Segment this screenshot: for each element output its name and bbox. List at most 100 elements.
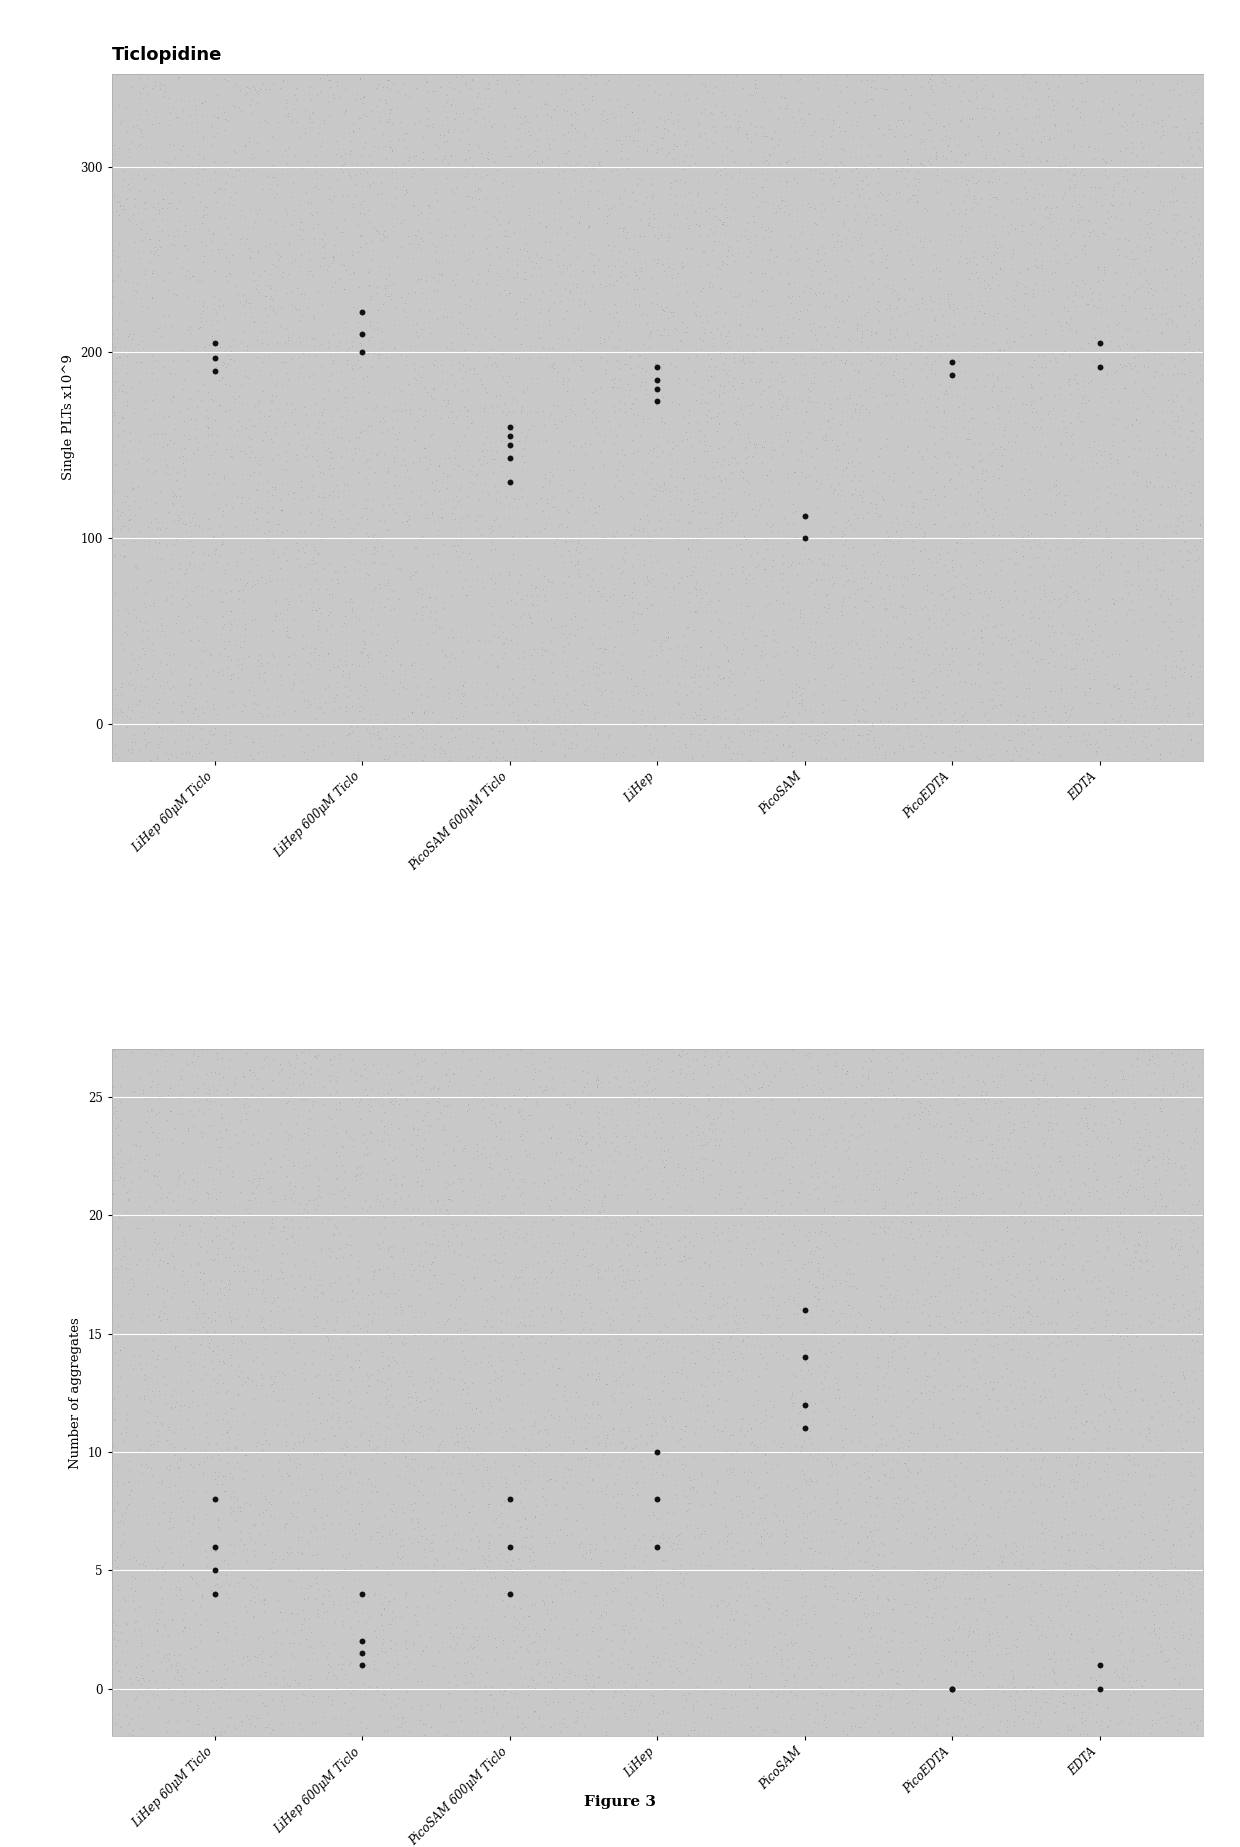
Point xyxy=(334,1322,353,1352)
Point xyxy=(383,630,403,659)
Point xyxy=(177,1476,197,1505)
Point xyxy=(661,172,681,201)
Point xyxy=(742,366,761,395)
Point xyxy=(718,645,738,674)
Point xyxy=(854,561,874,591)
Point xyxy=(997,1147,1017,1177)
Point xyxy=(206,187,226,216)
Point xyxy=(498,233,518,262)
Point xyxy=(407,1066,427,1095)
Point xyxy=(423,1415,443,1444)
Point xyxy=(682,1572,702,1601)
Point xyxy=(1063,1404,1083,1433)
Point xyxy=(289,550,309,580)
Point xyxy=(1145,1153,1164,1182)
Point xyxy=(298,1212,317,1241)
Point xyxy=(130,685,150,715)
Point xyxy=(491,425,511,454)
Point xyxy=(668,689,688,718)
Point xyxy=(988,1247,1008,1276)
Point xyxy=(342,539,362,569)
Point xyxy=(403,190,423,220)
Point xyxy=(768,1321,787,1350)
Point xyxy=(432,467,451,497)
Point xyxy=(1006,129,1025,159)
Point xyxy=(1070,192,1090,222)
Point xyxy=(268,683,288,713)
Point xyxy=(903,1418,923,1448)
Point xyxy=(187,1249,207,1278)
Point xyxy=(754,1515,774,1544)
Point xyxy=(914,517,934,547)
Point xyxy=(1027,438,1047,467)
Point xyxy=(1166,113,1185,142)
Point xyxy=(1107,1162,1127,1191)
Point xyxy=(491,1675,511,1705)
Point xyxy=(502,665,522,694)
Point xyxy=(463,1633,482,1662)
Point xyxy=(702,639,722,669)
Point xyxy=(551,1138,570,1167)
Point xyxy=(994,334,1014,364)
Point xyxy=(846,593,866,622)
Point xyxy=(885,1354,905,1383)
Point xyxy=(340,1649,360,1679)
Point xyxy=(234,1620,254,1649)
Point xyxy=(165,414,185,443)
Point xyxy=(270,312,290,342)
Point xyxy=(590,342,610,371)
Point xyxy=(957,170,977,199)
Point xyxy=(241,1489,260,1518)
Point xyxy=(467,131,487,161)
Point xyxy=(1033,552,1053,582)
Point xyxy=(448,676,467,706)
Point xyxy=(227,1485,247,1515)
Point xyxy=(500,502,520,532)
Point xyxy=(749,1058,769,1088)
Point xyxy=(645,126,665,155)
Point xyxy=(518,242,538,272)
Point xyxy=(418,1420,438,1450)
Point xyxy=(413,1062,433,1092)
Point xyxy=(1133,1479,1153,1509)
Point xyxy=(739,1409,759,1439)
Point xyxy=(451,116,471,146)
Point xyxy=(549,1352,569,1382)
Point xyxy=(1073,266,1092,296)
Point xyxy=(1064,1642,1084,1672)
Point xyxy=(696,543,715,573)
Point xyxy=(831,659,851,689)
Point xyxy=(149,1507,169,1537)
Point xyxy=(1029,1108,1049,1138)
Point xyxy=(321,349,341,379)
Point xyxy=(160,1095,180,1125)
Point xyxy=(986,718,1006,748)
Point xyxy=(453,364,472,393)
Point xyxy=(175,1612,195,1642)
Point xyxy=(546,1345,565,1374)
Point xyxy=(300,1673,320,1703)
Point xyxy=(582,1136,601,1165)
Point xyxy=(916,1470,936,1500)
Point xyxy=(532,669,552,698)
Point xyxy=(522,1278,542,1308)
Point xyxy=(966,1529,986,1559)
Point xyxy=(500,1092,520,1121)
Point xyxy=(1073,563,1092,593)
Point xyxy=(951,1683,971,1712)
Point xyxy=(813,194,833,223)
Point xyxy=(200,1370,219,1400)
Point xyxy=(513,264,533,294)
Point xyxy=(765,116,785,146)
Point xyxy=(120,504,140,534)
Point xyxy=(841,268,861,297)
Point xyxy=(1061,1716,1081,1745)
Point xyxy=(1014,103,1034,133)
Point xyxy=(370,340,389,369)
Point xyxy=(634,404,653,434)
Point xyxy=(880,1322,900,1352)
Point xyxy=(724,1633,744,1662)
Point xyxy=(308,1040,327,1069)
Point xyxy=(288,417,308,447)
Point xyxy=(427,231,446,260)
